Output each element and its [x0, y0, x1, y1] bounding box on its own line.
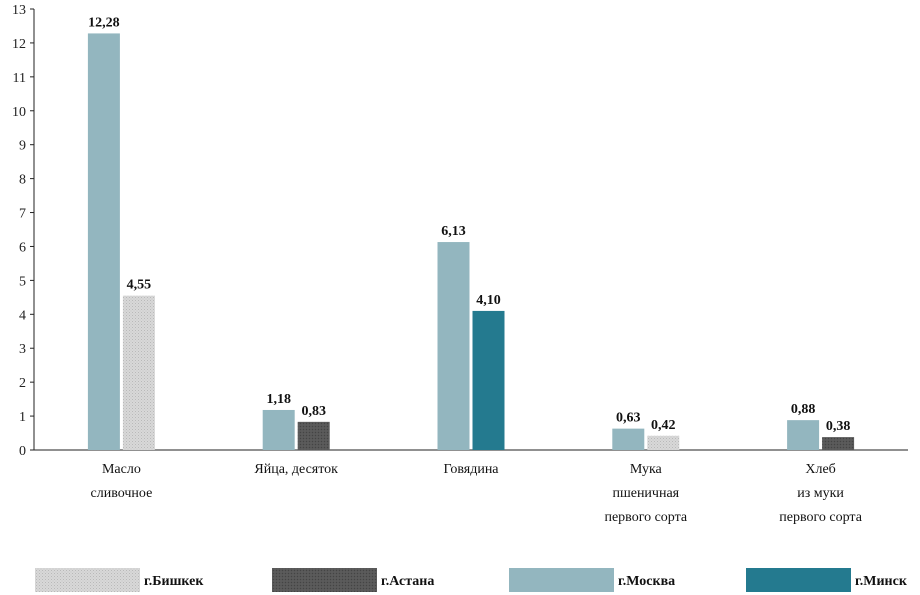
data-label: 0,42 — [651, 418, 676, 433]
y-tick-label: 11 — [13, 71, 26, 86]
data-label: 12,28 — [88, 15, 120, 30]
bars — [87, 33, 855, 450]
category-label: Масло — [102, 462, 141, 477]
y-tick-label: 3 — [19, 342, 26, 357]
data-label: 0,38 — [826, 419, 851, 434]
y-tick-label: 9 — [19, 139, 26, 154]
bar — [822, 437, 855, 450]
category-label: Хлеб — [805, 462, 835, 477]
y-tick-label: 5 — [19, 274, 26, 289]
data-label: 1,18 — [266, 392, 291, 407]
category-label: первого сорта — [604, 510, 687, 525]
data-label: 0,83 — [301, 404, 326, 419]
y-tick-label: 0 — [19, 444, 26, 459]
y-tick-label: 2 — [19, 376, 26, 391]
legend-swatch — [746, 568, 851, 592]
legend-swatch — [272, 568, 377, 592]
bar — [87, 33, 120, 450]
category-label: пшеничная — [612, 486, 679, 501]
legend-swatch — [509, 568, 614, 592]
bar — [122, 295, 155, 450]
y-tick-label: 6 — [19, 240, 26, 255]
category-label: Мука — [630, 462, 663, 477]
data-label: 4,55 — [127, 278, 152, 293]
category-label: сливочное — [91, 486, 153, 501]
data-label: 6,13 — [441, 224, 466, 239]
bar — [262, 409, 295, 450]
category-label: Яйца, десяток — [254, 462, 338, 477]
y-tick-label: 1 — [19, 410, 26, 425]
category-label: первого сорта — [779, 510, 862, 525]
bar — [612, 428, 645, 450]
legend-label: г.Минск — [855, 574, 908, 589]
bar — [647, 435, 680, 450]
legend-label: г.Астана — [381, 574, 434, 589]
y-tick-label: 8 — [19, 173, 26, 188]
axes — [33, 9, 908, 451]
category-labels: Масло сливочное Яйца, десяток Говядина Мука п… — [91, 462, 863, 525]
bar — [472, 310, 505, 450]
data-label: 4,10 — [476, 293, 501, 308]
data-labels: 12,28 4,55 1,18 0,83 6,13 4,10 0,63 0,42 0,88 0,3… — [88, 15, 850, 434]
bar — [297, 421, 330, 450]
legend-label: г.Москва — [618, 574, 675, 589]
bar — [787, 420, 820, 450]
y-tick-label: 10 — [12, 105, 26, 120]
category-label: из муки — [797, 486, 844, 501]
data-label: 0,63 — [616, 411, 641, 426]
data-label: 0,88 — [791, 402, 816, 417]
category-label: Говядина — [443, 462, 499, 477]
legend-label: г.Бишкек — [144, 574, 204, 589]
bar — [437, 242, 470, 450]
legend: г.Бишкек г.Астана г.Москва г.Минск — [35, 568, 908, 592]
y-tick-label: 7 — [19, 207, 26, 222]
y-tick-label: 13 — [12, 3, 26, 18]
y-tick-label: 4 — [19, 308, 26, 323]
legend-swatch — [35, 568, 140, 592]
y-tick-label: 12 — [12, 37, 26, 52]
